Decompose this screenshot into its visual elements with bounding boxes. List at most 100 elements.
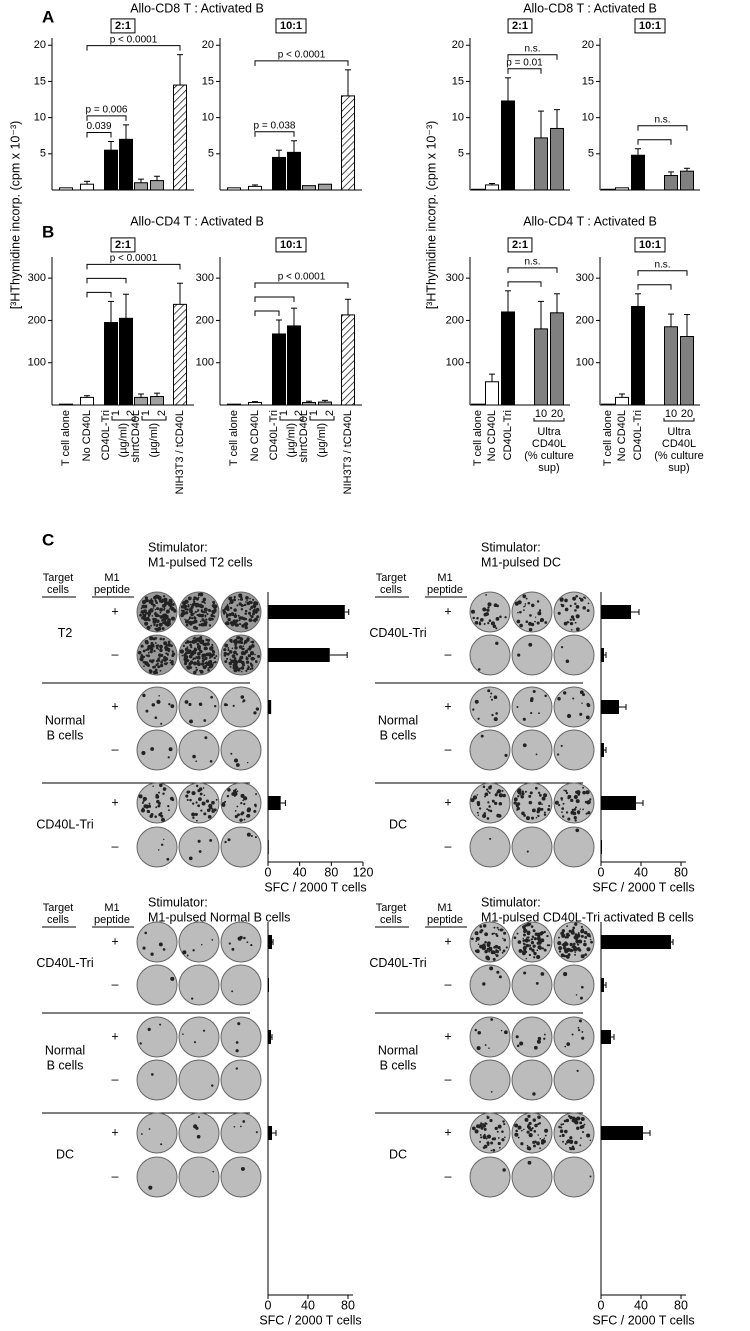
spot <box>533 951 537 956</box>
bar <box>227 187 241 191</box>
spot <box>239 818 243 822</box>
spot <box>560 744 563 747</box>
spot <box>205 661 208 663</box>
peptide-sign: + <box>111 934 118 948</box>
spot <box>492 1137 497 1141</box>
spot <box>240 660 245 665</box>
category-label: 2 <box>125 410 137 416</box>
spot <box>574 937 578 940</box>
bar <box>80 183 94 191</box>
spot <box>534 1140 537 1144</box>
spot <box>528 642 533 647</box>
spot <box>487 602 492 607</box>
elispot-well <box>553 591 595 633</box>
bar <box>150 396 164 406</box>
spot <box>233 596 236 599</box>
peptide-sign: – <box>112 742 119 756</box>
spot <box>162 638 165 641</box>
spot <box>578 939 583 944</box>
spot <box>140 607 143 610</box>
spot <box>170 660 174 664</box>
spot <box>194 812 198 816</box>
spot <box>201 657 204 660</box>
spot <box>192 754 196 759</box>
x-tick-label: 40 <box>301 1298 315 1312</box>
spot <box>246 832 251 837</box>
spot <box>495 712 498 715</box>
spot <box>527 936 530 939</box>
panel-title: M1-pulsed T2 cells <box>148 555 253 569</box>
spot <box>209 838 213 842</box>
spot <box>533 956 536 959</box>
spot <box>198 702 203 707</box>
spot <box>245 649 249 653</box>
spot <box>179 649 185 654</box>
spot <box>493 926 496 929</box>
spot <box>565 811 569 814</box>
target-label: B cells <box>47 1058 84 1072</box>
significance-bracket <box>507 281 542 287</box>
x-tick-label: 80 <box>341 1298 355 1312</box>
bar <box>272 156 286 191</box>
spot <box>522 743 527 748</box>
bar <box>287 325 301 406</box>
spot <box>192 949 195 952</box>
spot <box>202 1029 206 1032</box>
spot <box>181 654 184 657</box>
spot <box>157 648 160 650</box>
spot <box>523 609 525 611</box>
spot <box>563 691 567 695</box>
spot <box>151 703 156 707</box>
spot <box>213 656 216 660</box>
bar <box>318 401 332 406</box>
bar <box>615 396 629 406</box>
spot <box>575 799 580 804</box>
spot <box>254 805 257 808</box>
spot <box>531 1127 534 1130</box>
spot <box>519 794 522 796</box>
spot <box>210 660 212 663</box>
spot <box>544 694 547 698</box>
p-value: 0.039 <box>86 121 111 132</box>
spot <box>582 1130 585 1134</box>
significance-bracket <box>507 267 558 273</box>
spot <box>157 657 160 661</box>
significance-bracket <box>86 45 181 51</box>
bar <box>80 396 94 406</box>
spot <box>569 1136 573 1140</box>
spot <box>500 1029 503 1032</box>
spot <box>544 621 548 624</box>
spot <box>524 605 526 607</box>
spot <box>480 1122 483 1125</box>
p-value: n.s. <box>524 256 540 267</box>
spot <box>560 797 564 800</box>
spot <box>197 804 201 808</box>
spot <box>493 717 498 722</box>
spot <box>251 640 255 644</box>
spot <box>532 929 536 933</box>
spot <box>191 997 194 1000</box>
spot <box>196 662 201 667</box>
spot <box>586 1133 591 1138</box>
spot <box>148 1128 151 1130</box>
spot <box>225 621 229 626</box>
spot <box>476 811 479 814</box>
spot <box>565 935 570 939</box>
spot <box>239 637 244 641</box>
spot <box>244 612 247 615</box>
y-tick-label: 10 <box>452 112 464 124</box>
spot <box>568 1146 571 1149</box>
target-label: DC <box>56 1147 74 1161</box>
bar <box>501 100 515 191</box>
y-tick-label: 200 <box>446 314 464 326</box>
spot <box>191 791 196 796</box>
spot <box>159 669 162 672</box>
spot <box>564 1129 568 1134</box>
spot <box>160 660 164 664</box>
spot <box>486 956 491 961</box>
spot <box>536 949 539 952</box>
subtitle-box <box>634 237 666 253</box>
bar <box>227 403 241 406</box>
spot <box>581 1036 585 1040</box>
spot <box>581 985 584 989</box>
